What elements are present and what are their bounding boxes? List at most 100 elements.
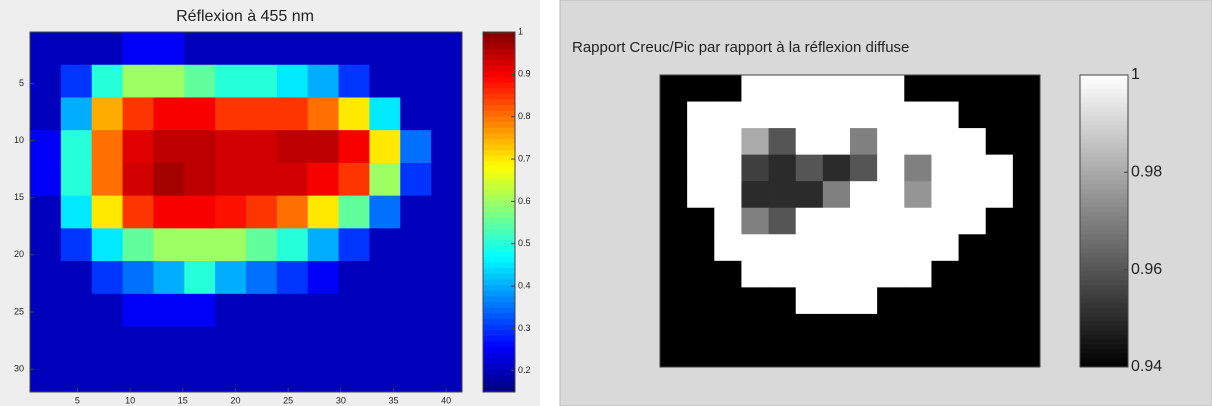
- heatmap-cell: [822, 260, 851, 288]
- heatmap-cell: [400, 293, 432, 328]
- colorbar-band: [483, 257, 515, 264]
- colorbar-band: [483, 167, 515, 174]
- heatmap-cell: [687, 75, 715, 103]
- colorbar-band: [1080, 129, 1128, 135]
- heatmap-cell: [985, 154, 1014, 182]
- x-tick-label: 5: [75, 395, 80, 405]
- heatmap-cell: [338, 32, 370, 66]
- colorbar-tick-label: 0.9: [518, 69, 531, 79]
- heatmap-cell: [400, 130, 432, 164]
- colorbar-tick-label: 1: [1131, 66, 1140, 83]
- heatmap-cell: [400, 261, 432, 295]
- colorbar-band: [1080, 125, 1128, 131]
- heatmap-cell: [276, 359, 309, 393]
- colorbar-band: [1080, 198, 1128, 204]
- colorbar-band: [1080, 248, 1128, 254]
- heatmap-cell: [931, 75, 960, 103]
- heatmap-cell: [958, 128, 987, 156]
- heatmap-cell: [338, 130, 370, 164]
- colorbar-band: [1080, 207, 1128, 213]
- heatmap-cell: [1012, 207, 1041, 235]
- heatmap-cell: [822, 128, 851, 156]
- colorbar-band: [1080, 307, 1128, 313]
- heatmap-cell: [369, 293, 401, 328]
- heatmap-cell: [30, 64, 62, 98]
- x-tick-label: 40: [441, 395, 451, 405]
- heatmap-cell: [904, 287, 932, 315]
- heatmap-cell: [822, 154, 851, 182]
- heatmap-cell: [714, 207, 742, 235]
- y-tick-label: 15: [14, 192, 24, 202]
- colorbar-band: [483, 43, 515, 50]
- heatmap-cell: [687, 287, 715, 315]
- heatmap-cell: [714, 154, 742, 182]
- colorbar-band: [483, 54, 515, 61]
- heatmap-cell: [369, 64, 401, 98]
- colorbar-band: [1080, 152, 1128, 158]
- heatmap-cell: [714, 75, 742, 103]
- colorbar-band: [1080, 184, 1128, 190]
- colorbar-band: [1080, 230, 1128, 236]
- heatmap-cell: [60, 162, 93, 197]
- colorbar-band: [483, 369, 515, 376]
- colorbar-band: [483, 116, 515, 123]
- colorbar-band: [483, 285, 515, 292]
- heatmap-cell: [153, 32, 185, 66]
- heatmap-cell: [30, 97, 62, 131]
- heatmap-cell: [877, 181, 905, 209]
- heatmap-cell: [91, 162, 124, 197]
- heatmap-cell: [338, 228, 370, 262]
- heatmap-cell: [184, 195, 216, 229]
- heatmap-cell: [153, 293, 185, 328]
- colorbar-band: [1080, 75, 1128, 81]
- heatmap-cell: [431, 32, 463, 66]
- heatmap-cell: [184, 228, 216, 262]
- heatmap-cell: [741, 340, 770, 368]
- colorbar-band: [1080, 116, 1128, 122]
- colorbar-band: [1080, 79, 1128, 85]
- heatmap-cell: [958, 207, 987, 235]
- heatmap-cell: [246, 326, 278, 360]
- heatmap-cell: [660, 128, 688, 156]
- colorbar-band: [483, 189, 515, 196]
- heatmap-cell: [215, 228, 247, 262]
- x-tick-label: 15: [178, 395, 188, 405]
- heatmap-cell: [795, 154, 824, 182]
- colorbar-band: [483, 105, 515, 112]
- heatmap-cell: [985, 234, 1014, 262]
- colorbar-tick-label: 1: [518, 26, 523, 36]
- heatmap-cell: [714, 101, 742, 129]
- heatmap-cell: [60, 261, 93, 295]
- heatmap-cell: [660, 234, 688, 262]
- heatmap-cell: [850, 128, 878, 156]
- colorbar-band: [483, 307, 515, 314]
- heatmap-cell: [246, 195, 278, 229]
- colorbar-band: [1080, 312, 1128, 318]
- heatmap-cell: [122, 130, 154, 164]
- chart-title: Rapport Creuc/Pic par rapport à la réfle…: [572, 39, 909, 56]
- colorbar-band: [1080, 175, 1128, 181]
- colorbar-band: [483, 161, 515, 168]
- heatmap-cell: [931, 154, 960, 182]
- colorbar-band: [483, 127, 515, 134]
- colorbar-band: [483, 324, 515, 331]
- heatmap-cell: [660, 154, 688, 182]
- heatmap-cell: [687, 207, 715, 235]
- heatmap-cell: [687, 154, 715, 182]
- colorbar-band: [483, 178, 515, 185]
- colorbar-band: [483, 318, 515, 325]
- heatmap-cell: [985, 101, 1014, 129]
- colorbar-band: [483, 144, 515, 151]
- heatmap-cell: [153, 195, 185, 229]
- heatmap-cell: [958, 75, 987, 103]
- colorbar-tick-label: 0.2: [518, 365, 531, 375]
- heatmap-cell: [431, 261, 463, 295]
- colorbar-band: [1080, 221, 1128, 227]
- heatmap-cell: [369, 97, 401, 131]
- heatmap-cell: [985, 287, 1014, 315]
- heatmap-cell: [184, 261, 216, 295]
- colorbar-band: [483, 330, 515, 337]
- colorbar-band: [483, 347, 515, 354]
- heatmap-cell: [30, 359, 62, 393]
- heatmap-cell: [276, 64, 309, 98]
